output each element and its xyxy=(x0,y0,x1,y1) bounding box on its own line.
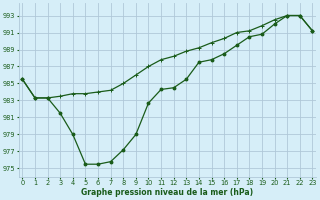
X-axis label: Graphe pression niveau de la mer (hPa): Graphe pression niveau de la mer (hPa) xyxy=(81,188,253,197)
